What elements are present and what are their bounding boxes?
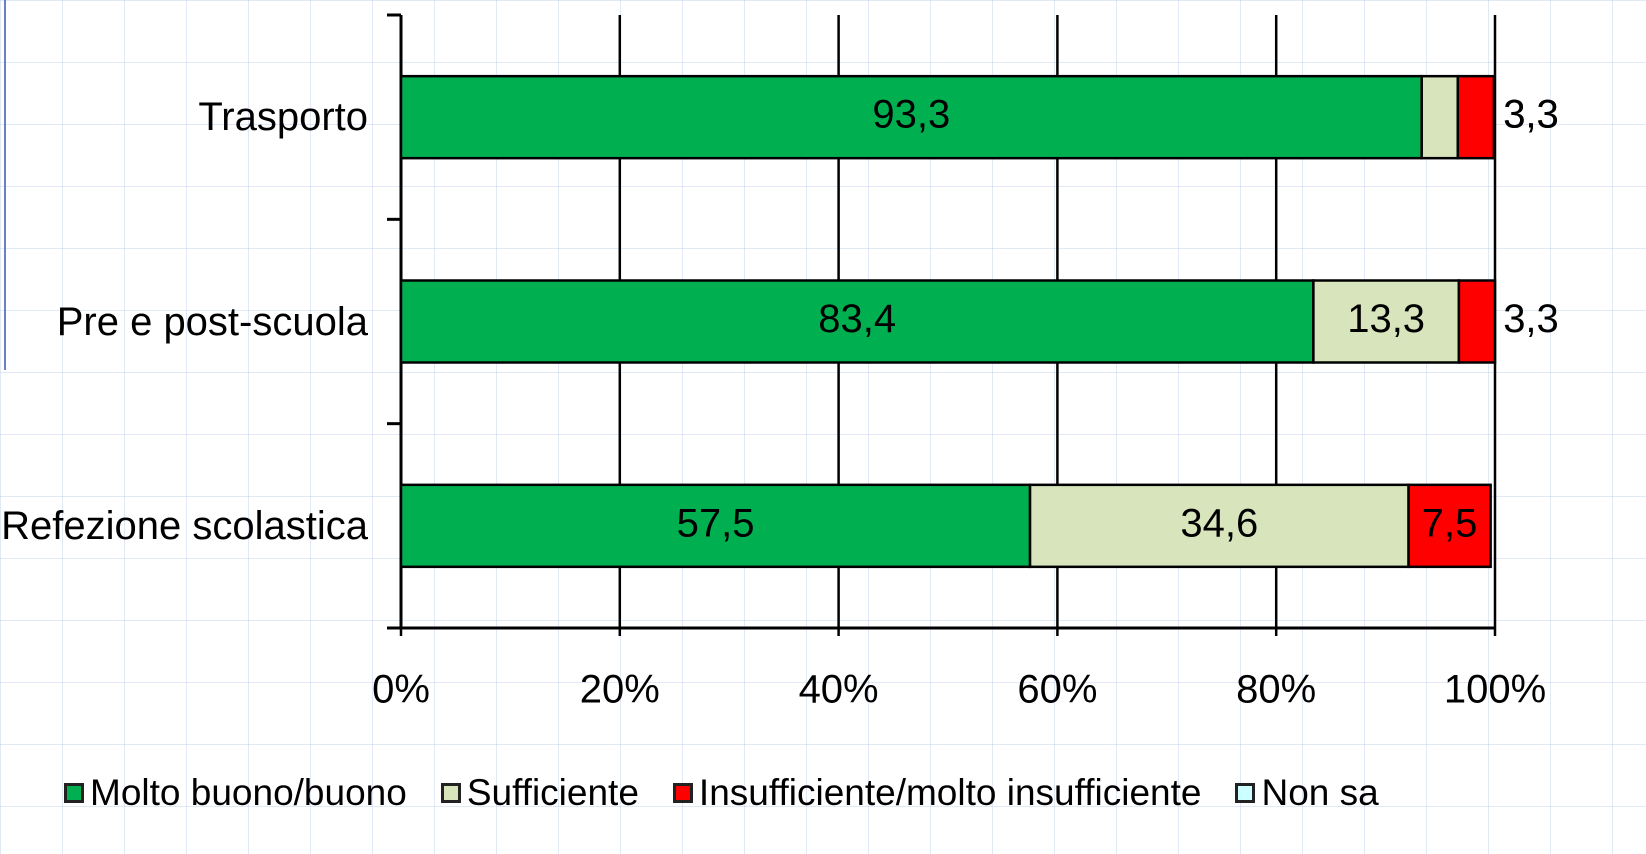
legend-label: Insufficiente/molto insufficiente: [698, 772, 1202, 813]
x-tick-label: 0%: [372, 668, 430, 712]
legend-label: Molto buono/buono: [90, 772, 407, 813]
bar-segment: [1456, 74, 1496, 160]
category-label: Refezione scolastica: [1, 503, 368, 548]
data-label: 3,3: [1503, 297, 1559, 341]
bar-segment: [1420, 74, 1460, 160]
data-label: 93,3: [872, 93, 950, 137]
data-label: 83,4: [818, 297, 896, 341]
legend: Molto buono/buono Sufficiente Insufficient…: [64, 772, 1413, 814]
data-label: 3,3: [1503, 93, 1559, 137]
bar-segment: [399, 74, 1423, 160]
category-label: Pre e post-scuola: [56, 299, 368, 344]
category-label: Trasporto: [198, 95, 368, 140]
legend-swatch: [440, 783, 461, 803]
side-line: [4, 0, 6, 370]
legend-label: Sufficiente: [466, 772, 639, 813]
x-tick-label: 40%: [799, 668, 879, 712]
legend-item: Sufficiente: [440, 772, 639, 814]
legend-item: Non sa: [1235, 772, 1379, 814]
bar-segment: [1028, 483, 1410, 569]
x-tick-label: 20%: [580, 668, 660, 712]
bar-segment: [1457, 279, 1497, 364]
data-label: 57,5: [677, 501, 755, 545]
bar-segment: [1407, 483, 1492, 569]
x-tick-label: 60%: [1017, 668, 1097, 712]
legend-swatch: [64, 783, 84, 803]
legend-item: Insufficiente/molto insufficiente: [672, 772, 1202, 814]
bar-segment: [399, 483, 1032, 569]
legend-label: Non sa: [1261, 772, 1379, 813]
x-tick-label: 100%: [1444, 668, 1546, 712]
data-label: 3,3: [1503, 93, 1559, 137]
data-label: 13,3: [1347, 297, 1425, 341]
data-label: 7,5: [1422, 501, 1478, 545]
x-tick-label: 80%: [1236, 668, 1316, 712]
legend-swatch: [672, 783, 693, 803]
legend-item: Molto buono/buono: [64, 772, 407, 814]
bar-segment: [399, 279, 1315, 364]
legend-swatch: [1235, 783, 1256, 803]
data-label: 34,6: [1180, 501, 1258, 545]
